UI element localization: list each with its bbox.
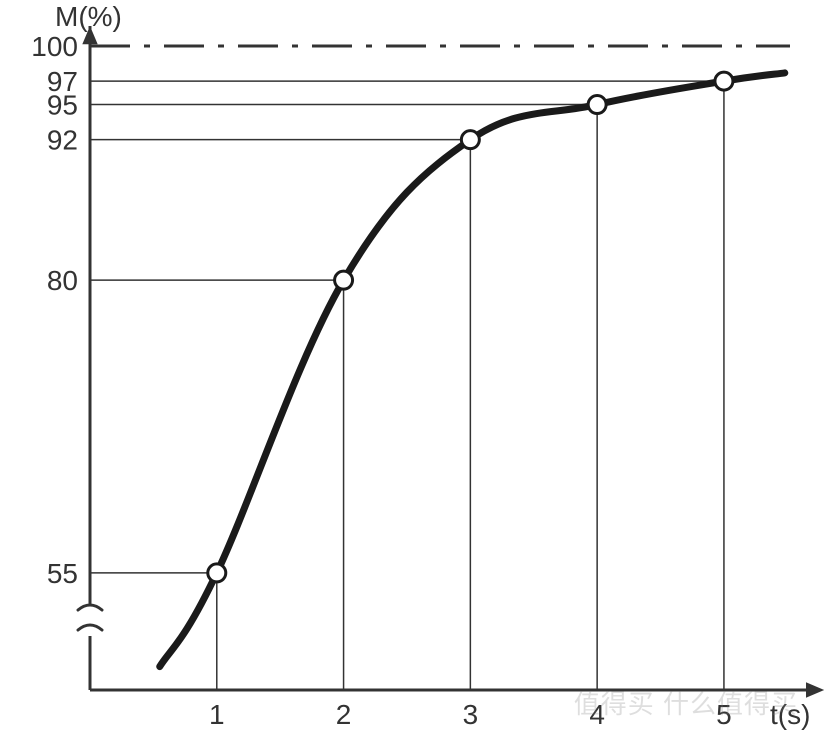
x-tick-label: 5	[716, 699, 732, 730]
x-axis-label: t(s)	[770, 699, 810, 730]
x-tick-label: 1	[209, 699, 225, 730]
data-marker	[208, 564, 226, 582]
line-chart: 558092959710012345M(%)t(s)	[0, 0, 828, 736]
data-marker	[461, 131, 479, 149]
y-tick-label: 80	[47, 265, 78, 296]
y-tick-label: 92	[47, 125, 78, 156]
data-marker	[335, 271, 353, 289]
y-axis-label: M(%)	[55, 1, 122, 32]
y-tick-label: 97	[47, 66, 78, 97]
y-tick-label: 55	[47, 558, 78, 589]
data-marker	[588, 96, 606, 114]
y-tick-label: 100	[31, 31, 78, 62]
data-marker	[715, 72, 733, 90]
chart-container: 558092959710012345M(%)t(s) 值得买 什么值得买	[0, 0, 828, 736]
x-tick-label: 4	[589, 699, 605, 730]
x-tick-label: 2	[336, 699, 352, 730]
x-tick-label: 3	[463, 699, 479, 730]
